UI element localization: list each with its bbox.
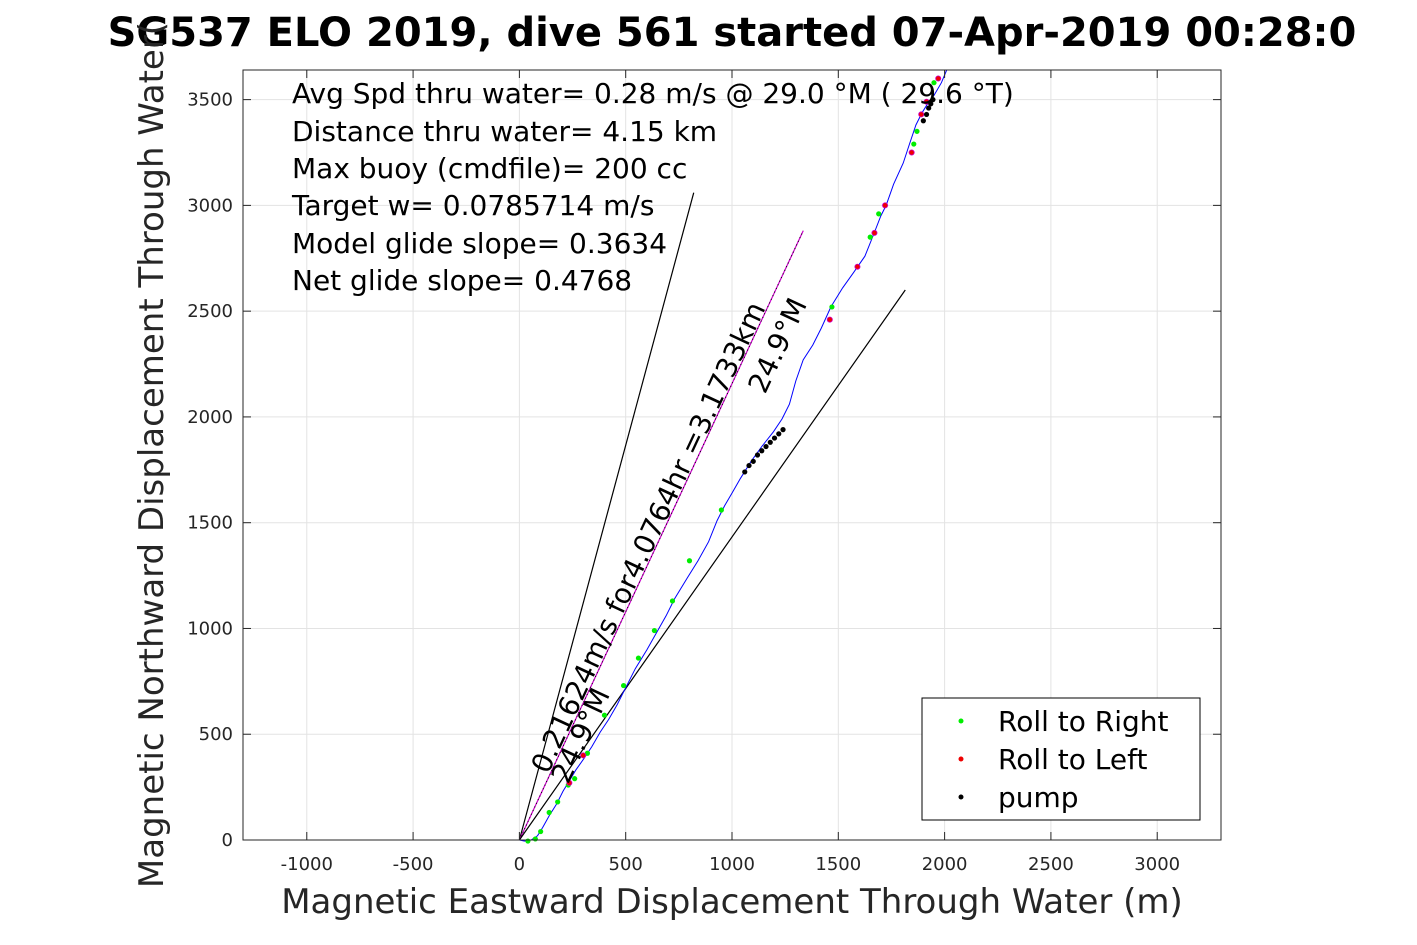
point-roll-to-left bbox=[580, 752, 587, 759]
y-tick-label: 2000 bbox=[187, 407, 233, 428]
y-tick-label: 1000 bbox=[187, 618, 233, 639]
y-tick-label: 500 bbox=[199, 724, 233, 745]
chart-title: SG537 ELO 2019, dive 561 started 07-Apr-… bbox=[108, 10, 1357, 56]
point-roll-to-left bbox=[935, 75, 942, 82]
legend-marker-roll-right bbox=[958, 718, 964, 724]
legend-label-roll-right: Roll to Right bbox=[998, 705, 1169, 738]
legend-box bbox=[921, 697, 1201, 821]
track-layer bbox=[519, 69, 948, 842]
x-tick-label: 1500 bbox=[815, 854, 861, 875]
point-roll-to-right bbox=[914, 128, 920, 134]
reference-line-steep bbox=[518, 192, 695, 841]
point-roll-to-right bbox=[525, 838, 531, 844]
point-roll-to-right bbox=[538, 828, 544, 835]
legend-label-pump: pump bbox=[998, 781, 1079, 814]
x-tick-label: 2500 bbox=[1028, 854, 1074, 875]
x-tick-label: 3000 bbox=[1134, 854, 1180, 875]
point-roll-to-right bbox=[686, 558, 693, 564]
legend-marker-pump bbox=[958, 794, 964, 800]
stat-net-glide-slope: Net glide slope= 0.4768 bbox=[292, 264, 632, 297]
reference-line-shallow bbox=[518, 289, 906, 841]
stat-avg-speed: Avg Spd thru water= 0.28 m/s @ 29.0 °M (… bbox=[292, 77, 1014, 110]
y-tick-label: 3500 bbox=[187, 90, 233, 111]
point-pump bbox=[759, 448, 765, 454]
y-tick-label: 1500 bbox=[187, 513, 233, 534]
point-roll-to-left bbox=[854, 263, 861, 270]
point-roll-to-left bbox=[908, 149, 915, 156]
point-roll-to-left bbox=[566, 779, 573, 786]
point-roll-to-left bbox=[918, 111, 925, 118]
point-roll-to-right bbox=[572, 776, 578, 782]
legend: Roll to Right Roll to Left pump bbox=[921, 697, 1201, 821]
point-roll-to-left bbox=[923, 98, 930, 105]
point-roll-to-right bbox=[931, 80, 937, 86]
point-pump bbox=[926, 105, 932, 111]
y-tick-label: 3000 bbox=[187, 195, 233, 216]
reference-lines bbox=[518, 192, 906, 841]
point-roll-to-right bbox=[546, 809, 552, 816]
point-roll-to-right bbox=[867, 234, 873, 240]
point-pump bbox=[767, 439, 773, 445]
point-roll-to-right bbox=[620, 682, 627, 689]
y-axis-label: Magnetic Northward Displacement Through … bbox=[132, 22, 172, 888]
x-tick-label: -500 bbox=[393, 854, 434, 875]
y-tick-label: 2500 bbox=[187, 301, 233, 322]
point-roll-to-right bbox=[555, 799, 561, 805]
stat-target-w: Target w= 0.0785714 m/s bbox=[291, 189, 654, 222]
stats-box: Avg Spd thru water= 0.28 m/s @ 29.0 °M (… bbox=[291, 77, 1014, 297]
x-tick-label: 500 bbox=[609, 854, 643, 875]
y-tick-label: 0 bbox=[222, 830, 233, 851]
stat-model-glide-slope: Model glide slope= 0.3634 bbox=[292, 227, 667, 260]
ticks: -1000 -500 0 500 1000 1500 2000 2500 3000 0 500 100… bbox=[187, 70, 1221, 875]
point-roll-to-right bbox=[651, 627, 657, 634]
point-pump bbox=[754, 452, 761, 458]
point-roll-to-right bbox=[584, 750, 591, 756]
point-pump bbox=[923, 111, 930, 118]
point-pump bbox=[780, 427, 786, 433]
point-roll-to-right bbox=[635, 655, 642, 661]
point-pump bbox=[930, 97, 936, 103]
point-pump bbox=[750, 458, 756, 464]
point-roll-to-left bbox=[826, 316, 833, 323]
point-roll-to-left bbox=[882, 202, 889, 209]
point-roll-to-left bbox=[871, 229, 878, 236]
point-pump bbox=[928, 101, 934, 107]
point-pump bbox=[920, 118, 926, 124]
point-pump bbox=[742, 469, 748, 475]
point-pump bbox=[771, 435, 778, 441]
x-tick-label: 0 bbox=[514, 854, 525, 875]
legend-marker-roll-left bbox=[958, 756, 964, 762]
x-tick-label: 1000 bbox=[709, 854, 755, 875]
point-roll-to-right bbox=[829, 304, 835, 310]
stat-distance: Distance thru water= 4.15 km bbox=[292, 115, 717, 148]
point-roll-to-right bbox=[601, 712, 608, 718]
point-pump bbox=[746, 462, 752, 469]
markers bbox=[525, 75, 942, 844]
stat-max-buoy: Max buoy (cmdfile)= 200 cc bbox=[292, 152, 687, 185]
x-tick-label: -1000 bbox=[281, 854, 333, 875]
legend-label-roll-left: Roll to Left bbox=[998, 743, 1147, 776]
x-axis-label: Magnetic Eastward Displacement Through W… bbox=[281, 882, 1183, 922]
point-roll-to-right bbox=[876, 211, 882, 217]
point-roll-to-right bbox=[669, 598, 676, 604]
point-roll-to-right bbox=[532, 836, 538, 842]
point-pump bbox=[763, 443, 769, 450]
x-tick-label: 2000 bbox=[922, 854, 968, 875]
point-roll-to-right bbox=[718, 507, 724, 513]
reference-line-current-dots bbox=[518, 230, 804, 841]
point-pump bbox=[776, 431, 782, 437]
point-roll-to-right bbox=[911, 141, 917, 147]
track-line bbox=[519, 69, 948, 842]
